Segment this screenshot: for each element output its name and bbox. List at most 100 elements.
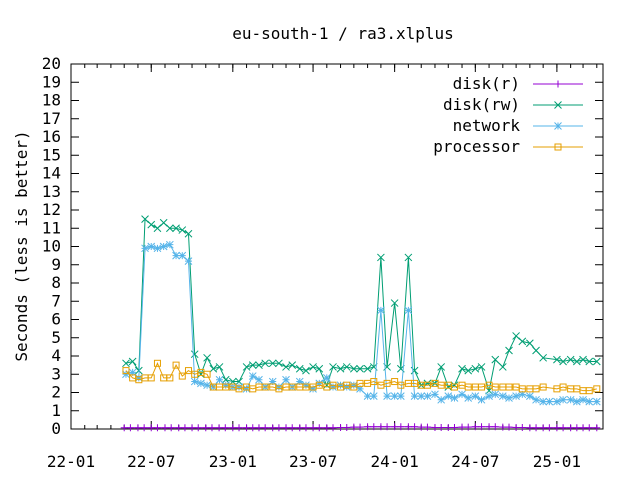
data-point xyxy=(248,372,257,380)
data-point xyxy=(255,424,263,432)
data-point xyxy=(323,424,331,432)
data-point xyxy=(553,424,561,432)
data-point xyxy=(282,363,290,371)
data-point xyxy=(255,361,263,369)
data-point xyxy=(202,424,210,432)
data-point xyxy=(377,423,385,431)
data-point xyxy=(485,392,493,401)
data-point xyxy=(161,424,169,432)
data-point xyxy=(275,383,283,391)
data-point xyxy=(444,383,453,391)
data-point xyxy=(505,346,513,355)
legend-label: disk(rw) xyxy=(443,95,520,114)
y-tick-label: 1 xyxy=(51,401,61,420)
data-point xyxy=(383,392,391,401)
data-point xyxy=(302,381,310,390)
data-point xyxy=(336,364,345,373)
data-point xyxy=(464,383,472,391)
data-point xyxy=(512,424,520,432)
data-point xyxy=(329,381,337,389)
data-point xyxy=(147,374,155,382)
y-tick-label: 4 xyxy=(51,346,61,365)
data-point xyxy=(592,397,601,406)
data-point xyxy=(288,361,297,369)
data-point xyxy=(343,381,351,389)
data-point xyxy=(437,381,445,389)
data-point xyxy=(539,353,548,362)
data-point xyxy=(458,390,466,399)
data-point xyxy=(512,332,520,340)
data-point xyxy=(203,370,211,378)
data-point xyxy=(221,375,230,384)
data-point xyxy=(153,359,161,367)
data-point xyxy=(134,374,143,382)
data-point xyxy=(153,224,162,233)
data-point xyxy=(350,423,358,431)
data-point xyxy=(141,244,149,253)
data-point xyxy=(450,424,458,432)
data-point xyxy=(235,424,243,432)
y-tick-label: 18 xyxy=(42,91,61,110)
data-point xyxy=(573,424,581,432)
data-point xyxy=(349,364,358,373)
legend-label: disk(r) xyxy=(453,74,520,93)
data-point xyxy=(275,424,283,432)
x-tick-label: 23-07 xyxy=(289,452,337,471)
data-point xyxy=(539,397,548,406)
data-point xyxy=(377,253,385,262)
data-point xyxy=(153,424,161,432)
data-point xyxy=(288,383,296,391)
y-tick-label: 2 xyxy=(51,383,61,402)
series-layer xyxy=(120,215,601,432)
data-point xyxy=(215,424,223,432)
data-point xyxy=(417,392,426,401)
data-point xyxy=(342,363,351,371)
data-point xyxy=(329,424,337,432)
data-point xyxy=(261,424,269,432)
data-point xyxy=(336,381,345,390)
data-point xyxy=(491,383,499,391)
data-point xyxy=(350,383,358,391)
data-point xyxy=(268,359,277,368)
data-point xyxy=(349,381,358,390)
data-point xyxy=(423,423,431,431)
data-point xyxy=(203,381,211,390)
y-tick-label: 3 xyxy=(51,364,61,383)
data-point xyxy=(423,379,432,388)
data-point xyxy=(377,306,385,315)
data-point xyxy=(356,384,364,393)
data-point xyxy=(167,424,175,432)
data-point xyxy=(437,395,446,404)
data-point xyxy=(532,385,540,393)
data-point xyxy=(203,353,211,362)
data-point xyxy=(592,357,601,366)
data-point xyxy=(404,423,412,431)
legend-label: processor xyxy=(433,137,520,156)
y-tick-label: 20 xyxy=(42,54,61,73)
data-point xyxy=(518,390,527,399)
data-point xyxy=(315,381,323,389)
data-point xyxy=(242,384,251,393)
data-point xyxy=(159,218,168,227)
data-point xyxy=(458,423,466,431)
data-point xyxy=(122,359,130,368)
data-point xyxy=(444,392,453,401)
data-point xyxy=(391,378,399,386)
y-tick-label: 10 xyxy=(42,237,61,256)
y-tick-label: 17 xyxy=(42,109,61,128)
data-point xyxy=(222,383,230,391)
data-point xyxy=(153,244,162,253)
data-point xyxy=(184,367,192,375)
data-point xyxy=(282,424,290,432)
data-point xyxy=(390,392,399,401)
data-point xyxy=(208,424,216,432)
data-point xyxy=(255,375,263,384)
data-point xyxy=(296,424,304,432)
data-point xyxy=(166,240,174,249)
y-tick-label: 9 xyxy=(51,255,61,274)
data-point xyxy=(269,424,277,432)
legend-marker xyxy=(554,101,562,109)
data-point xyxy=(288,424,296,432)
data-point xyxy=(579,355,587,364)
